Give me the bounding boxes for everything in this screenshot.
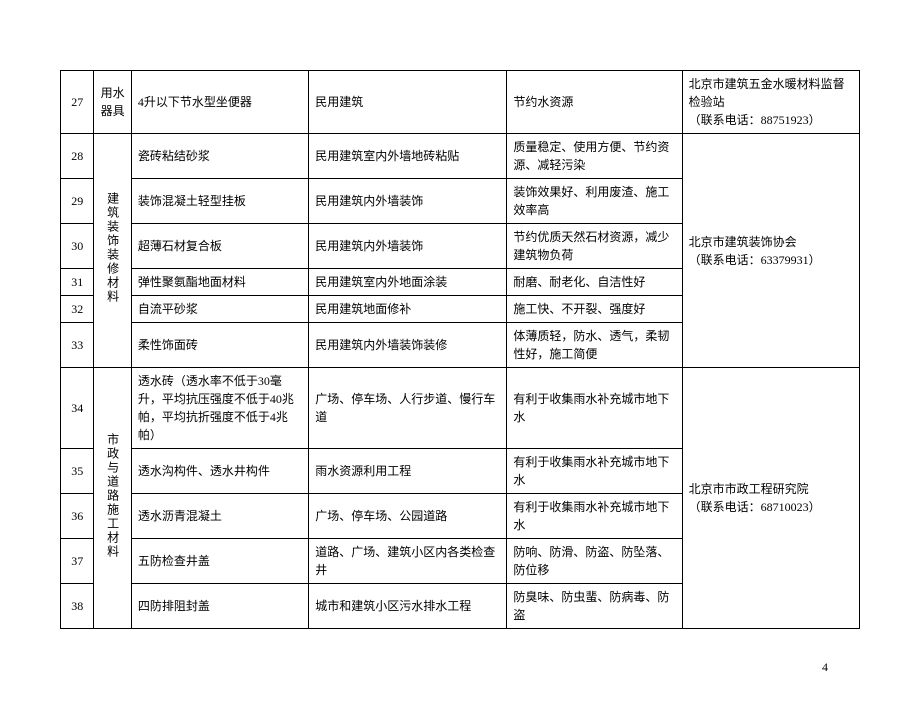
benefit-cell: 施工快、不开裂、强度好 [507,296,682,323]
contact-cell: 北京市建筑装饰协会 （联系电话：63379931） [682,134,859,368]
row-index: 28 [61,134,94,179]
table-row: 27 用水器具 4升以下节水型坐便器 民用建筑 节约水资源 北京市建筑五金水暖材… [61,71,860,134]
row-index: 38 [61,584,94,629]
product-cell: 透水沥青混凝土 [131,494,308,539]
table-row: 28 建筑装饰装修材料 瓷砖粘结砂浆 民用建筑室内外墙地砖粘贴 质量稳定、使用方… [61,134,860,179]
page-number: 4 [822,660,828,675]
category-text: 市政与道路施工材料 [104,433,122,559]
product-cell: 超薄石材复合板 [131,224,308,269]
contact-org: 北京市建筑装饰协会 [689,233,853,251]
category-text: 用水器具 [101,86,125,118]
scope-cell: 广场、停车场、人行步道、慢行车道 [309,368,507,449]
product-cell: 4升以下节水型坐便器 [131,71,308,134]
product-cell: 透水沟构件、透水井构件 [131,449,308,494]
scope-cell: 道路、广场、建筑小区内各类检查井 [309,539,507,584]
product-cell: 透水砖（透水率不低于30毫升，平均抗压强度不低于40兆帕，平均抗折强度不低于4兆… [131,368,308,449]
benefit-cell: 防响、防滑、防盗、防坠落、防位移 [507,539,682,584]
scope-cell: 广场、停车场、公园道路 [309,494,507,539]
benefit-cell: 防臭味、防虫蜚、防病毒、防盗 [507,584,682,629]
benefit-cell: 质量稳定、使用方便、节约资源、减轻污染 [507,134,682,179]
scope-cell: 民用建筑 [309,71,507,134]
row-index: 37 [61,539,94,584]
row-index: 32 [61,296,94,323]
scope-cell: 民用建筑内外墙装饰装修 [309,323,507,368]
scope-cell: 民用建筑室内外墙地砖粘贴 [309,134,507,179]
scope-cell: 民用建筑地面修补 [309,296,507,323]
materials-table: 27 用水器具 4升以下节水型坐便器 民用建筑 节约水资源 北京市建筑五金水暖材… [60,70,860,629]
product-cell: 瓷砖粘结砂浆 [131,134,308,179]
row-index: 36 [61,494,94,539]
contact-cell: 北京市建筑五金水暖材料监督检验站 （联系电话：88751923） [682,71,859,134]
row-index: 29 [61,179,94,224]
product-cell: 装饰混凝土轻型挂板 [131,179,308,224]
category-cell: 市政与道路施工材料 [94,368,132,629]
category-cell: 用水器具 [94,71,132,134]
product-cell: 弹性聚氨酯地面材料 [131,269,308,296]
benefit-cell: 节约优质天然石材资源，减少建筑物负荷 [507,224,682,269]
category-text: 建筑装饰装修材料 [104,192,122,304]
contact-phone: （联系电话：88751923） [689,111,853,129]
product-cell: 五防检查井盖 [131,539,308,584]
contact-cell: 北京市市政工程研究院 （联系电话：68710023） [682,368,859,629]
product-cell: 柔性饰面砖 [131,323,308,368]
contact-phone: （联系电话：63379931） [689,251,853,269]
scope-cell: 民用建筑内外墙装饰 [309,224,507,269]
row-index: 33 [61,323,94,368]
row-index: 34 [61,368,94,449]
scope-cell: 雨水资源利用工程 [309,449,507,494]
benefit-cell: 有利于收集雨水补充城市地下水 [507,449,682,494]
contact-org: 北京市市政工程研究院 [689,480,853,498]
benefit-cell: 耐磨、耐老化、自洁性好 [507,269,682,296]
contact-phone: （联系电话：68710023） [689,498,853,516]
scope-cell: 民用建筑室内外地面涂装 [309,269,507,296]
scope-cell: 城市和建筑小区污水排水工程 [309,584,507,629]
contact-org: 北京市建筑五金水暖材料监督检验站 [689,75,853,111]
benefit-cell: 体薄质轻，防水、透气，柔韧性好，施工简便 [507,323,682,368]
row-index: 27 [61,71,94,134]
benefit-cell: 节约水资源 [507,71,682,134]
table-row: 34 市政与道路施工材料 透水砖（透水率不低于30毫升，平均抗压强度不低于40兆… [61,368,860,449]
row-index: 30 [61,224,94,269]
benefit-cell: 装饰效果好、利用废渣、施工效率高 [507,179,682,224]
product-cell: 自流平砂浆 [131,296,308,323]
benefit-cell: 有利于收集雨水补充城市地下水 [507,368,682,449]
scope-cell: 民用建筑内外墙装饰 [309,179,507,224]
category-cell: 建筑装饰装修材料 [94,134,132,368]
benefit-cell: 有利于收集雨水补充城市地下水 [507,494,682,539]
row-index: 31 [61,269,94,296]
row-index: 35 [61,449,94,494]
product-cell: 四防排阻封盖 [131,584,308,629]
